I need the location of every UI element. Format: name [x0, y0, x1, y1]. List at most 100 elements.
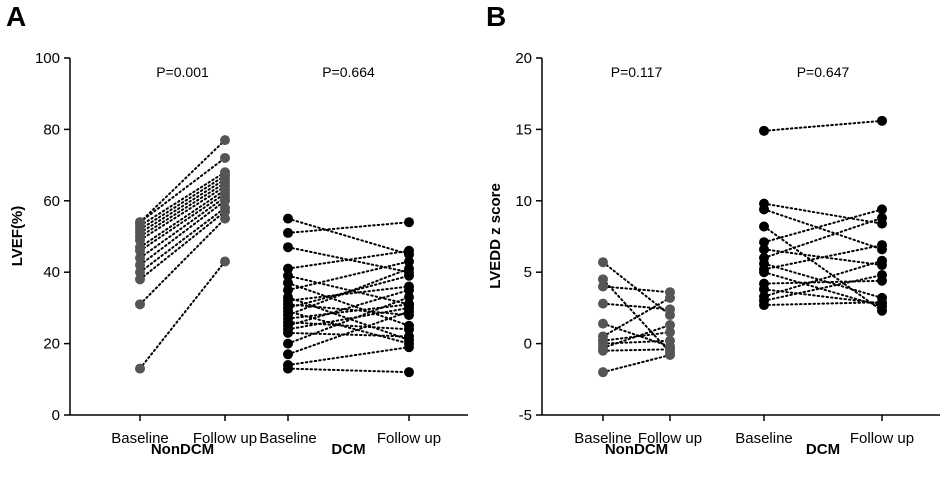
paired-line	[139, 174, 226, 231]
y-tick-label: 20	[43, 336, 60, 353]
paired-line	[139, 217, 226, 306]
paired-line	[763, 208, 883, 251]
paired-line	[139, 171, 226, 227]
x-tick-label: Baseline	[111, 430, 169, 447]
followup-point	[404, 263, 414, 274]
baseline-point	[135, 260, 145, 271]
y-tick-label: -5	[519, 407, 532, 424]
paired-line	[287, 346, 410, 367]
y-tick-label: 20	[515, 50, 532, 67]
baseline-point	[759, 284, 769, 295]
y-tick-label: 80	[43, 121, 60, 138]
followup-point	[877, 212, 887, 223]
paired-line	[763, 119, 883, 132]
baseline-point	[135, 242, 145, 253]
followup-point	[877, 270, 887, 281]
p-value-label: P=0.117	[611, 64, 663, 80]
y-axis-label-a: LVEF(%)	[9, 206, 26, 267]
followup-point	[404, 292, 414, 303]
followup-point	[220, 202, 230, 213]
followup-point	[665, 350, 675, 361]
paired-line	[287, 281, 410, 327]
paired-line	[287, 367, 410, 374]
paired-line	[763, 288, 883, 305]
followup-point	[404, 256, 414, 267]
baseline-point	[283, 270, 293, 281]
followup-point	[877, 240, 887, 251]
y-tick-label: 5	[524, 264, 532, 281]
baseline-point	[283, 213, 293, 224]
paired-line	[139, 196, 226, 259]
y-tick-label: 15	[515, 121, 532, 138]
followup-point	[404, 270, 414, 281]
baseline-point	[135, 299, 145, 310]
baseline-point	[598, 298, 608, 309]
paired-line	[139, 206, 226, 274]
y-tick-label: 60	[43, 193, 60, 210]
baseline-point	[759, 221, 769, 232]
paired-line	[763, 244, 883, 271]
paired-line	[287, 274, 410, 306]
baseline-point	[283, 277, 293, 288]
paired-line	[287, 296, 410, 342]
baseline-point	[598, 318, 608, 329]
followup-point	[220, 213, 230, 224]
baseline-point	[759, 237, 769, 248]
followup-point	[877, 297, 887, 308]
baseline-point	[759, 300, 769, 311]
paired-line	[602, 348, 671, 352]
panel-letter-b: B	[486, 1, 506, 32]
paired-line	[139, 260, 226, 370]
baseline-point	[759, 125, 769, 136]
followup-point	[404, 342, 414, 353]
followup-point	[877, 115, 887, 126]
paired-line	[763, 301, 883, 307]
paired-line	[287, 296, 410, 345]
followup-point	[665, 292, 675, 303]
y-axis-label-b: LVEDD z score	[487, 183, 504, 289]
baseline-point	[598, 345, 608, 356]
paired-line	[763, 202, 883, 225]
followup-point	[665, 304, 675, 315]
baseline-point	[598, 257, 608, 268]
paired-line	[763, 259, 883, 298]
followup-point	[404, 285, 414, 296]
paired-line	[139, 189, 226, 249]
p-value-label: P=0.664	[322, 64, 375, 80]
paired-line	[602, 324, 671, 349]
baseline-point	[598, 281, 608, 292]
group-label: NonDCM	[605, 441, 668, 458]
paired-line	[763, 216, 883, 259]
x-tick-label: Follow up	[377, 430, 441, 447]
paired-line	[139, 199, 226, 267]
y-tick-label: 100	[35, 50, 60, 67]
followup-point	[220, 256, 230, 267]
paired-line	[287, 289, 410, 327]
followup-point	[220, 167, 230, 178]
x-tick-label: Baseline	[735, 430, 793, 447]
baseline-point	[283, 349, 293, 360]
paired-line	[287, 221, 410, 234]
followup-point	[404, 331, 414, 342]
x-tick-label: Follow up	[850, 430, 914, 447]
paired-line	[763, 279, 883, 285]
paired-line	[602, 339, 671, 345]
baseline-point	[283, 327, 293, 338]
paired-line	[287, 321, 410, 331]
y-tick-label: 0	[524, 336, 532, 353]
paired-line	[287, 267, 410, 317]
baseline-point	[283, 338, 293, 349]
followup-point	[220, 135, 230, 146]
followup-point	[404, 217, 414, 228]
followup-point	[665, 320, 675, 331]
group-label: DCM	[331, 441, 365, 458]
p-value-label: P=0.647	[797, 64, 850, 80]
y-tick-label: 40	[43, 264, 60, 281]
paired-line	[287, 310, 410, 356]
paired-line	[287, 303, 410, 317]
paired-line	[763, 225, 883, 312]
paired-line	[763, 271, 883, 308]
paired-line	[139, 156, 226, 224]
